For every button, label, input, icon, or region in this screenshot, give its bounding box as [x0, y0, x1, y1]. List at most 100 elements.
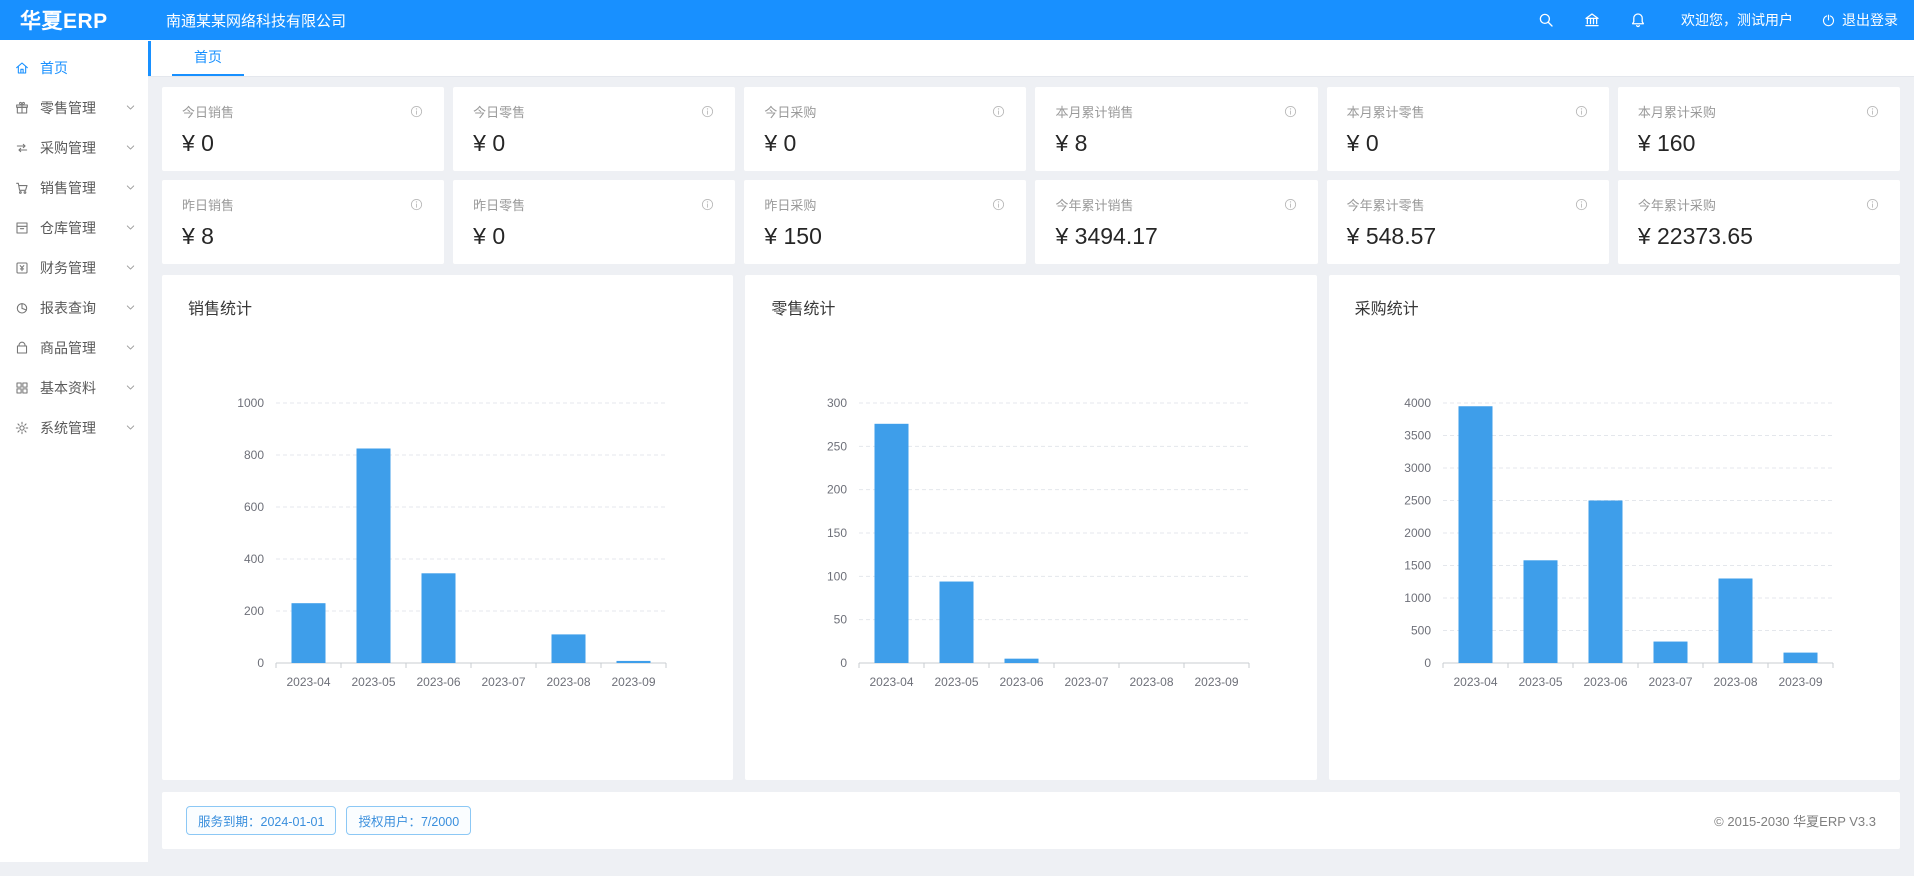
chevron-down-icon: [125, 180, 136, 196]
stat-label: 昨日零售: [473, 198, 526, 213]
sidebar-item-label: 采购管理: [40, 140, 96, 156]
logout-label: 退出登录: [1842, 12, 1898, 28]
sidebar-item-money[interactable]: 财务管理: [0, 248, 148, 288]
stat-value: ¥ 8: [1055, 130, 1088, 156]
welcome-text: 欢迎您，测试用户: [1681, 12, 1793, 28]
chart-card: 销售统计 0 200 400 600 800 1000 2023-04 2023-05 2023-…: [162, 275, 734, 780]
svg-text:2023-09: 2023-09: [611, 675, 655, 689]
bank-icon[interactable]: [1583, 11, 1601, 29]
bar-chart: 0 200 400 600 800 1000 2023-04 2023-05 2023-06 20…: [237, 396, 667, 689]
sidebar-item-bag[interactable]: 商品管理: [0, 328, 148, 368]
sidebar-item-home[interactable]: 首页: [0, 48, 148, 88]
info-icon[interactable]: [409, 197, 424, 212]
info-icon[interactable]: [991, 197, 1006, 212]
stat-label: 昨日采购: [764, 198, 817, 213]
chart-title: 采购统计: [1354, 301, 1419, 318]
svg-text:50: 50: [834, 613, 848, 627]
svg-text:2023-05: 2023-05: [351, 675, 395, 689]
sidebar-item-grid[interactable]: 基本资料: [0, 368, 148, 408]
top-header: 华夏ERP 南通某某网络科技有限公司 欢迎您，测试用户 退出登录: [0, 0, 1914, 40]
tab-home[interactable]: 首页: [172, 40, 244, 76]
stat-label: 本月累计采购: [1637, 105, 1716, 120]
svg-text:800: 800: [244, 448, 264, 462]
gift-icon: [14, 100, 30, 116]
svg-text:2023-08: 2023-08: [546, 675, 590, 689]
sidebar-item-label: 基本资料: [40, 380, 96, 396]
svg-text:2023-08: 2023-08: [1130, 675, 1174, 689]
sidebar-item-gear[interactable]: 系统管理: [0, 408, 148, 448]
header-actions: 欢迎您，测试用户 退出登录: [1537, 10, 1914, 30]
info-icon[interactable]: [700, 104, 715, 119]
grid-icon: [14, 380, 30, 396]
svg-text:2023-06: 2023-06: [1583, 675, 1627, 689]
svg-text:2023-09: 2023-09: [1778, 675, 1822, 689]
svg-text:2500: 2500: [1404, 494, 1431, 508]
sidebar-item-label: 零售管理: [40, 100, 96, 116]
chevron-down-icon: [125, 380, 136, 396]
content-area: 首页 今日销售 ¥ 0 今日零售 ¥ 0 今日采购 ¥ 0 本月累计销售 ¥ 8: [148, 40, 1914, 862]
swap-icon: [14, 140, 30, 156]
chevron-down-icon: [125, 260, 136, 276]
info-icon[interactable]: [700, 197, 715, 212]
svg-text:2023-04: 2023-04: [286, 675, 330, 689]
stat-value: ¥ 548.57: [1346, 223, 1437, 249]
svg-text:2023-07: 2023-07: [1065, 675, 1109, 689]
stat-label: 昨日销售: [182, 198, 235, 213]
svg-text:400: 400: [244, 552, 264, 566]
sidebar-item-archive[interactable]: 仓库管理: [0, 208, 148, 248]
chart-card: 零售统计 0 50 100 150 200 250 300 2023-04 2023-05 2023…: [745, 275, 1317, 780]
svg-text:500: 500: [1411, 624, 1431, 638]
sidebar-item-label: 报表查询: [40, 300, 96, 316]
info-icon[interactable]: [1865, 197, 1880, 212]
logout-button[interactable]: 退出登录: [1821, 10, 1898, 30]
svg-text:3000: 3000: [1404, 461, 1431, 475]
info-icon[interactable]: [1283, 197, 1298, 212]
svg-text:2023-08: 2023-08: [1713, 675, 1757, 689]
sidebar-item-swap[interactable]: 采购管理: [0, 128, 148, 168]
chart-card: 采购统计 0 500 1000 1500 2000 2500 3000 3500 4000 2023…: [1328, 275, 1900, 780]
dashboard-page: 今日销售 ¥ 0 今日零售 ¥ 0 今日采购 ¥ 0 本月累计销售 ¥ 8 本月…: [148, 77, 1914, 862]
stat-row-1: 今日销售 ¥ 0 今日零售 ¥ 0 今日采购 ¥ 0 本月累计销售 ¥ 8 本月…: [162, 87, 1900, 171]
chevron-down-icon: [125, 220, 136, 236]
svg-text:3500: 3500: [1404, 429, 1431, 443]
bar-chart: 0 50 100 150 200 250 300 2023-04 2023-05 2023-06 2…: [827, 396, 1250, 689]
footer-badge[interactable]: 授权用户：7/2000: [346, 806, 472, 835]
footer-badges: 服务到期：2024-01-01 授权用户：7/2000: [186, 806, 472, 835]
sidebar-item-pie[interactable]: 报表查询: [0, 288, 148, 328]
bell-icon[interactable]: [1629, 11, 1647, 29]
sidebar-item-label: 商品管理: [40, 340, 96, 356]
sidebar-item-label: 财务管理: [40, 260, 96, 276]
svg-text:200: 200: [244, 604, 264, 618]
stat-value: ¥ 0: [764, 130, 797, 156]
svg-text:250: 250: [827, 439, 847, 453]
stat-label: 今年累计零售: [1346, 198, 1425, 213]
svg-text:2023-06: 2023-06: [1000, 675, 1044, 689]
search-icon[interactable]: [1537, 11, 1555, 29]
stat-value: ¥ 160: [1637, 130, 1696, 156]
info-icon[interactable]: [1865, 104, 1880, 119]
sidebar-item-gift[interactable]: 零售管理: [0, 88, 148, 128]
footer-bar: 服务到期：2024-01-01 授权用户：7/2000 © 2015-2030 华…: [162, 792, 1900, 849]
info-icon[interactable]: [1574, 104, 1589, 119]
info-icon[interactable]: [1283, 104, 1298, 119]
info-icon[interactable]: [991, 104, 1006, 119]
info-icon[interactable]: [1574, 197, 1589, 212]
bag-icon: [14, 340, 30, 356]
stat-card: 今年累计零售 ¥ 548.57: [1326, 180, 1609, 264]
stat-card: 本月累计采购 ¥ 160: [1617, 87, 1900, 171]
stat-card: 昨日采购 ¥ 150: [744, 180, 1027, 264]
info-icon[interactable]: [409, 104, 424, 119]
logout-icon: [1821, 13, 1836, 28]
charts-row: 销售统计 0 200 400 600 800 1000 2023-04 2023-05 2023-…: [162, 275, 1900, 780]
stat-card: 本月累计零售 ¥ 0: [1326, 87, 1609, 171]
footer-badge[interactable]: 服务到期：2024-01-01: [186, 806, 337, 835]
main-layout: 首页零售管理采购管理销售管理 仓库管理财务管理报表查询商品管理基本资料系统管理 首…: [0, 40, 1914, 862]
stat-value: ¥ 0: [1346, 130, 1379, 156]
pie-icon: [14, 300, 30, 316]
gear-icon: [14, 420, 30, 436]
cart-icon: [14, 180, 30, 196]
svg-text:200: 200: [827, 483, 847, 497]
svg-text:0: 0: [841, 656, 848, 670]
stat-card: 今年累计销售 ¥ 3494.17: [1035, 180, 1318, 264]
sidebar-item-cart[interactable]: 销售管理: [0, 168, 148, 208]
